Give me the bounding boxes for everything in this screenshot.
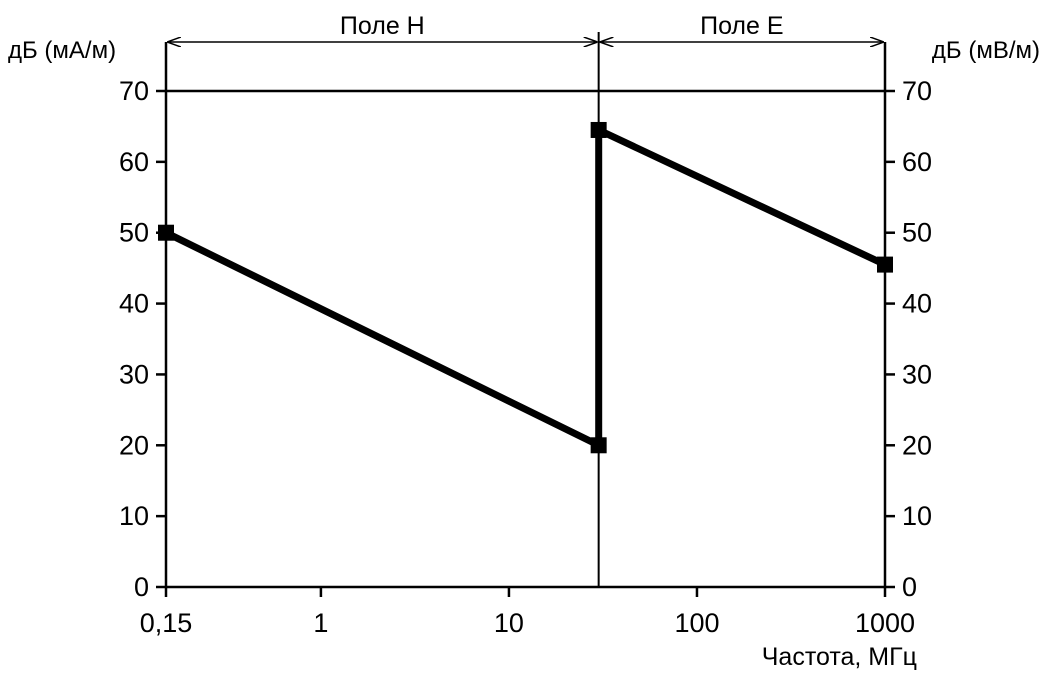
y-tick-label-left: 60 (119, 147, 149, 177)
x-tick-label: 0,15 (140, 608, 193, 638)
y-tick-label-left: 70 (119, 76, 149, 106)
y-tick-label-left: 50 (119, 218, 149, 248)
y-tick-label-right: 20 (902, 430, 932, 460)
x-tick-label: 1000 (855, 608, 915, 638)
axes (156, 42, 895, 597)
series-line (164, 124, 887, 451)
region-label: Поле E (700, 12, 783, 40)
x-tick-label: 100 (674, 608, 719, 638)
data-point-marker (590, 437, 607, 454)
y-tick-label-right: 70 (902, 76, 932, 106)
region-label: Поле H (340, 12, 425, 40)
x-tick-label: 1 (313, 608, 328, 638)
y-axis-label-left: дБ (мА/м) (8, 37, 116, 64)
x-tick-label: 10 (494, 608, 524, 638)
y-tick-label-left: 0 (134, 572, 149, 602)
y-tick-label-left: 20 (119, 430, 149, 460)
y-tick-label-right: 30 (902, 359, 932, 389)
y-tick-label-left: 10 (119, 501, 149, 531)
data-series (158, 121, 893, 454)
y-tick-label-right: 50 (902, 218, 932, 248)
region-annotations: Поле H Поле E (168, 12, 883, 587)
x-axis-label: Частота, МГц (762, 643, 917, 671)
y-tick-label-left: 40 (119, 289, 149, 319)
y-tick-label-right: 10 (902, 501, 932, 531)
data-point-marker (877, 256, 893, 273)
tick-labels: 0 0 10 10 20 20 30 30 40 40 50 50 60 60 70 70 0,15 1 10 100… (119, 76, 932, 638)
y-tick-label-right: 60 (902, 147, 932, 177)
y-tick-label-right: 0 (902, 572, 917, 602)
y-tick-label-right: 40 (902, 289, 932, 319)
y-axis-label-right: дБ (мВ/м) (932, 37, 1040, 64)
data-point-marker (158, 224, 174, 241)
data-point-marker (590, 121, 607, 138)
y-tick-label-left: 30 (119, 359, 149, 389)
